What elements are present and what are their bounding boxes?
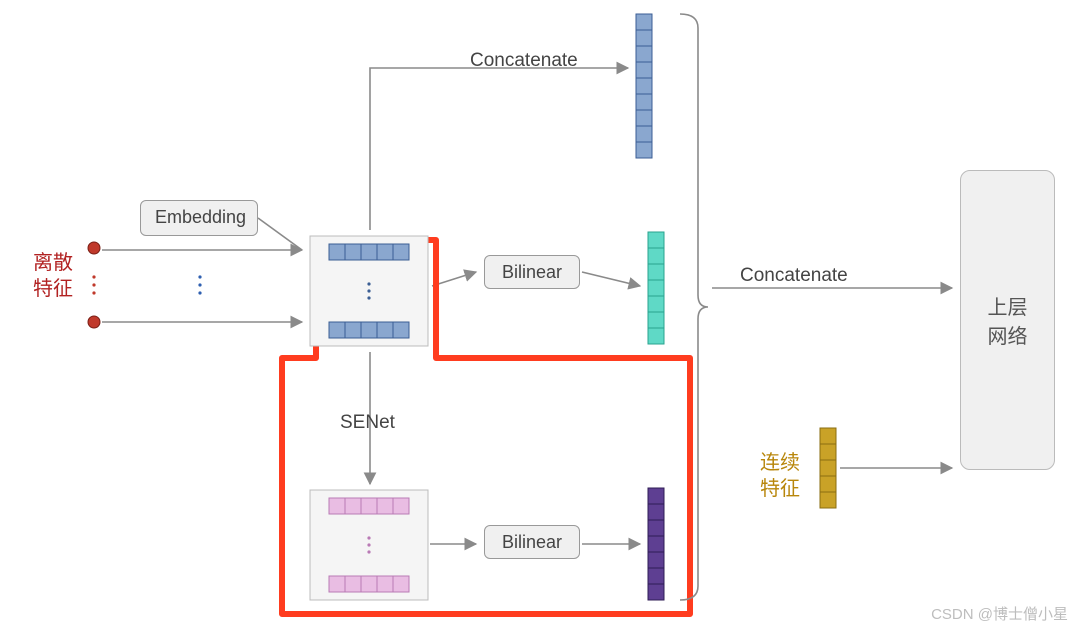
senet-vectors: [310, 490, 428, 600]
watermark: CSDN @博士僧小星: [931, 603, 1068, 624]
discrete-feature-label: 离散 特征: [33, 250, 73, 302]
bilinear1-box: Bilinear: [484, 255, 580, 289]
continuous-vector-gold: [820, 428, 836, 508]
bilinear-vector-purple: [648, 488, 664, 600]
upper-network-box: 上层 网络: [960, 170, 1055, 470]
bilinear2-box: Bilinear: [484, 525, 580, 559]
upper-network-label: 上层 网络: [988, 291, 1028, 349]
embedding-vectors: [310, 236, 428, 346]
concatenate-right-label: Concatenate: [740, 265, 848, 287]
bilinear-vector-teal: [648, 232, 664, 344]
input-dots: [88, 242, 202, 328]
continuous-feature-label: 连续 特征: [760, 450, 800, 502]
bracket: [680, 14, 708, 600]
senet-label: SENet: [340, 412, 395, 434]
embedding-box: Embedding: [140, 200, 258, 236]
concat-vector-top: [636, 14, 652, 158]
concatenate-top-label: Concatenate: [470, 50, 578, 72]
